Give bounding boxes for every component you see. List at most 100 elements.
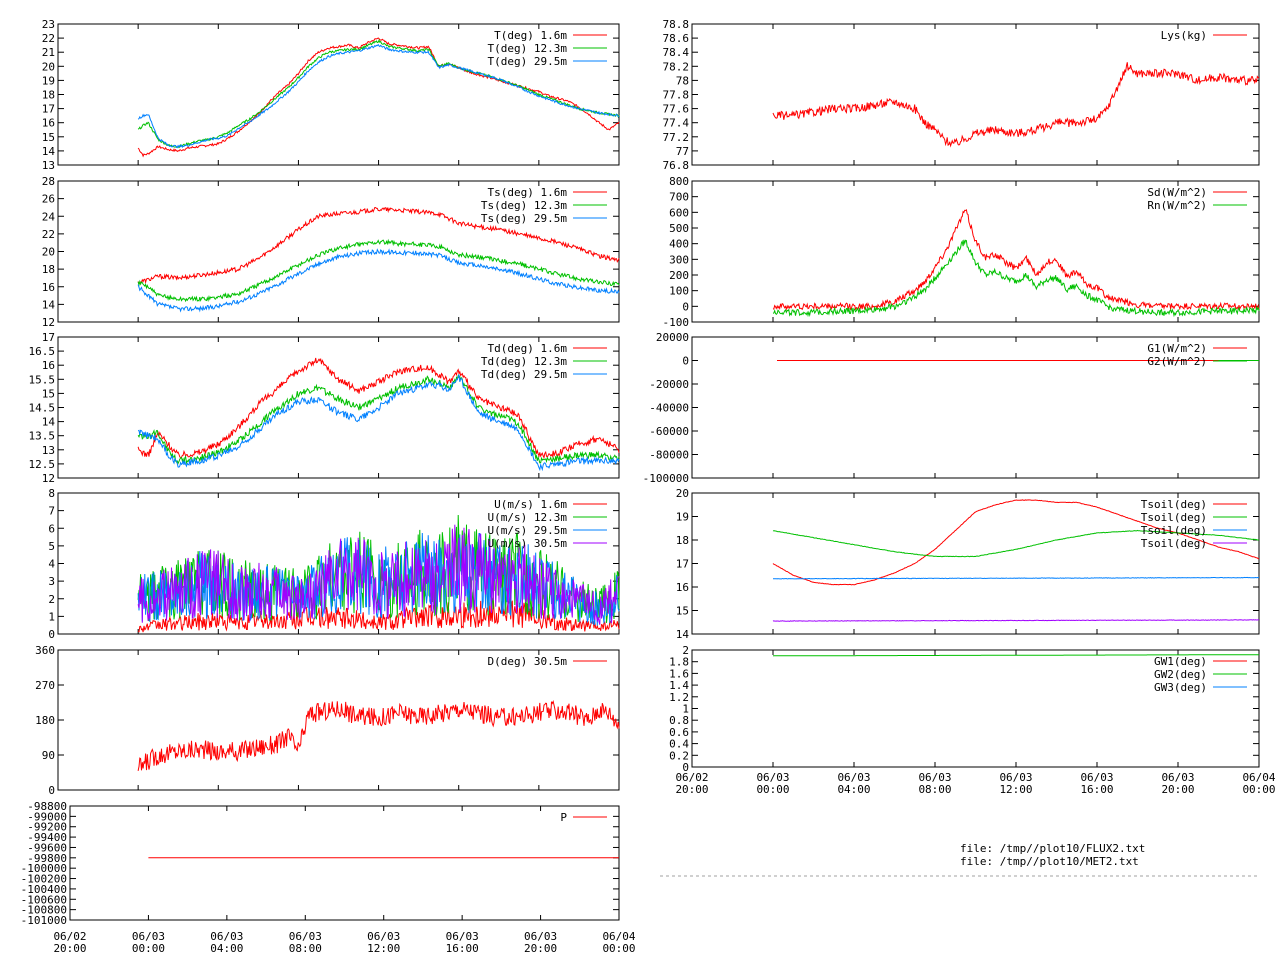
legend-label: P [560,811,567,824]
y-tick-label: 16 [42,117,55,130]
y-tick-label: 0.2 [669,749,689,762]
y-tick-label: 600 [669,206,689,219]
y-tick-label: 16 [42,359,55,372]
y-tick-label: 18 [42,89,55,102]
y-tick-label: 7 [48,505,55,518]
x-tick-date: 06/03 [999,771,1032,784]
y-tick-label: 0 [682,761,689,774]
x-tick-time: 00:00 [132,942,165,955]
x-tick-date: 06/03 [524,930,557,943]
legend-label: GW1(deg) [1154,655,1207,668]
y-tick-label: 20 [676,487,689,500]
legend-label: Sd(W/m^2) [1147,186,1207,199]
y-tick-label: 20 [42,246,55,259]
y-tick-label: 1 [48,610,55,623]
y-tick-label: 17 [676,558,689,571]
y-tick-label: -99200 [27,821,67,834]
y-tick-label: 21 [42,46,55,59]
x-tick-time: 00:00 [602,942,635,955]
y-tick-label: 13 [42,159,55,172]
x-tick-time: 20:00 [1161,783,1194,796]
series-line [773,576,1260,580]
x-tick-time: 20:00 [524,942,557,955]
plot-frame [691,180,1260,323]
y-tick-label: 77.2 [663,131,690,144]
x-tick-time: 12:00 [999,783,1032,796]
y-tick-label: 14 [42,145,56,158]
series-line [772,62,1260,148]
y-tick-label: 22 [42,32,55,45]
y-tick-label: 15 [42,387,55,400]
y-tick-label: 500 [669,222,689,235]
x-tick-date: 06/02 [675,771,708,784]
y-tick-label: 16 [676,581,689,594]
y-tick-label: 78.4 [663,46,690,59]
series-line [772,619,1260,622]
y-tick-label: 300 [669,253,689,266]
y-tick-label: 17 [42,331,55,344]
y-tick-label: 17 [42,103,55,116]
y-tick-label: 12 [42,472,55,485]
legend-label: GW3(deg) [1154,681,1207,694]
y-tick-label: 1.4 [669,679,689,692]
x-tick-time: 00:00 [1242,783,1275,796]
y-tick-label: 78.6 [663,32,690,45]
y-tick-label: 28 [42,175,55,188]
y-tick-label: 12 [42,316,55,329]
series-line [137,43,620,149]
x-tick-date: 06/03 [132,930,165,943]
y-tick-label: 0 [682,300,689,313]
plot-frame [57,649,620,791]
legend-label: Tsoil(deg) [1141,524,1207,537]
y-tick-label: 800 [669,175,689,188]
x-tick-time: 08:00 [918,783,951,796]
y-tick-label: -99800 [27,852,67,865]
y-tick-label: 1 [682,703,689,716]
series-line [137,374,620,465]
y-tick-label: 14 [42,416,56,429]
y-tick-label: 1.8 [669,656,689,669]
y-tick-label: 23 [42,18,55,31]
chart-panel-5: 0 90 180 270 360 D(deg) 30.5m [35,644,620,797]
y-tick-label: 16 [42,281,55,294]
y-tick-label: -100000 [643,472,689,485]
legend-label: Rn(W/m^2) [1147,199,1207,212]
legend-label: T(deg) 29.5m [488,55,568,68]
legend-label: Tsoil(deg) [1141,511,1207,524]
y-tick-label: 0.6 [669,726,689,739]
plot-frame [69,805,620,921]
legend-label: T(deg) 12.3m [488,42,568,55]
y-tick-label: -100000 [21,862,67,875]
legend-label: Tsoil(deg) [1141,498,1207,511]
chart-panel-11: 00.20.40.60.811.21.41.61.82 GW1(deg)GW2(d… [669,644,1260,774]
x-tick-date: 06/03 [289,930,322,943]
y-tick-label: 77.8 [663,89,690,102]
legend-label: Ts(deg) 1.6m [488,186,568,199]
x-tick-date: 06/04 [1242,771,1275,784]
x-tick-time: 08:00 [289,942,322,955]
y-tick-label: -60000 [649,425,689,438]
y-tick-label: -98800 [27,800,67,813]
x-tick-time: 12:00 [367,942,400,955]
y-tick-label: 77.6 [663,103,690,116]
series-line [137,524,620,625]
file-label: file: /tmp//plot10/FLUX2.txt [960,842,1145,855]
series-line [137,37,620,158]
legend-label: U(m/s) 29.5m [488,524,568,537]
y-tick-label: 14.5 [29,402,56,415]
y-tick-label: 14 [42,298,56,311]
legend-label: G2(W/m^2) [1147,355,1207,368]
y-tick-label: 18 [676,534,689,547]
legend-label: Ts(deg) 29.5m [481,212,567,225]
chart-panel-8: -100 0 100 200 300 400 500 600 700 800 Sd(W/m^2)Rn… [663,175,1260,329]
x-tick-date: 06/03 [1080,771,1113,784]
y-tick-label: 15.5 [29,373,56,386]
legend-label: G1(W/m^2) [1147,342,1207,355]
y-tick-label: 77 [676,145,689,158]
y-tick-label: 16.5 [29,345,56,358]
x-tick-time: 00:00 [756,783,789,796]
